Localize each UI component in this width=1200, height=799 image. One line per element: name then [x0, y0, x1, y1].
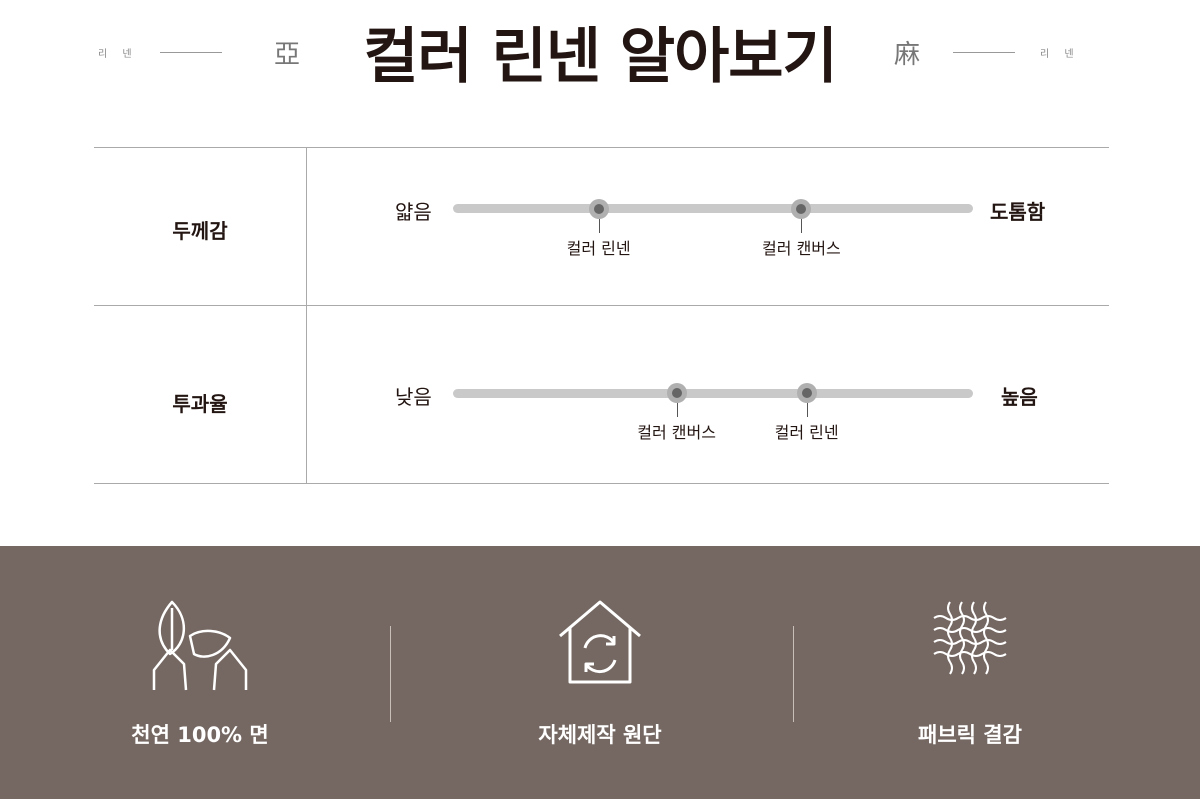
feature-label: 자체제작 원단	[538, 723, 662, 747]
decorative-char-left: 亞	[274, 40, 301, 70]
house-recycle-icon	[559, 600, 641, 684]
feature-own-fabric: 자체제작 원단	[400, 546, 800, 799]
divider	[160, 52, 222, 53]
row-label: 투과율	[172, 392, 228, 416]
scale-marker	[796, 383, 817, 403]
min-label: 낮음	[395, 385, 432, 409]
feature-divider	[793, 626, 794, 722]
fabric-weave-icon	[933, 601, 1007, 675]
feature-fabric-texture: 패브릭 결감	[770, 546, 1170, 799]
page-title: 컬러 린넨 알아보기	[363, 22, 837, 92]
scale-track	[453, 389, 973, 398]
feature-label: 패브릭 결감	[918, 723, 1022, 747]
marker-stem	[598, 219, 600, 233]
table-divider	[306, 147, 307, 483]
marker-label: 컬러 캔버스	[762, 239, 841, 258]
marker-stem	[806, 403, 808, 417]
row-label: 두께감	[172, 219, 228, 243]
divider	[953, 52, 1015, 53]
feature-natural-cotton: 천연 100% 면	[0, 546, 400, 799]
min-label: 얇음	[395, 200, 432, 224]
table-border	[94, 147, 1109, 148]
table-border	[94, 305, 1109, 306]
feature-label: 천연 100% 면	[131, 723, 269, 747]
marker-label: 컬러 린넨	[774, 423, 839, 442]
marker-label: 컬러 캔버스	[637, 423, 716, 442]
max-label: 도톰함	[990, 200, 1046, 224]
decorative-small-right: 리 넨	[1040, 49, 1080, 60]
scale-marker	[791, 199, 812, 219]
scale-track	[453, 204, 973, 213]
marker-stem	[801, 219, 803, 233]
leaf-hands-icon	[152, 600, 248, 691]
feature-band: 천연 100% 면 자체제작 원단 패브릭 결감	[0, 546, 1200, 799]
marker-stem	[676, 403, 678, 417]
decorative-char-right: 麻	[894, 40, 921, 70]
table-border	[94, 483, 1109, 484]
feature-divider	[390, 626, 391, 722]
marker-label: 컬러 린넨	[566, 239, 631, 258]
scale-marker	[588, 199, 609, 219]
scale-marker	[666, 383, 687, 403]
max-label: 높음	[1001, 385, 1038, 409]
decorative-small-left: 리 넨	[98, 49, 138, 60]
